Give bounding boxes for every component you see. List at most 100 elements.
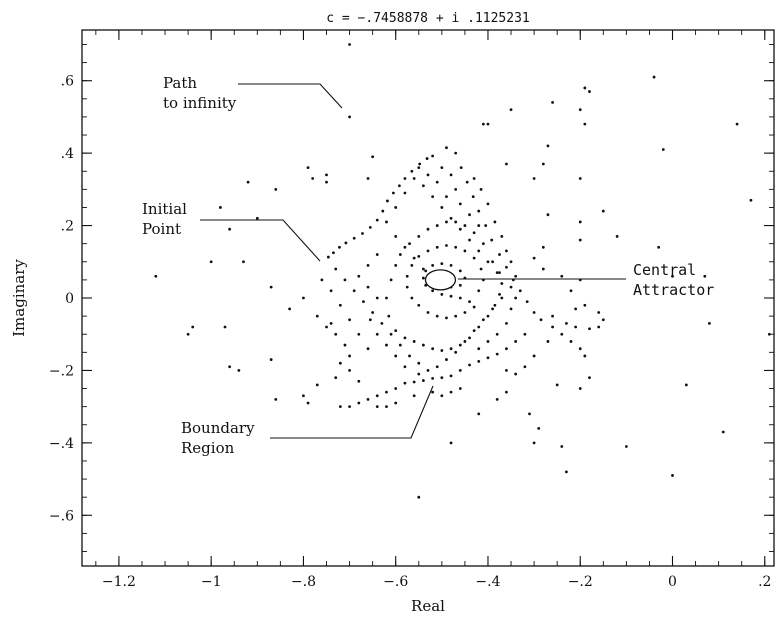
data-point xyxy=(458,369,462,372)
data-point xyxy=(588,327,591,331)
data-point xyxy=(477,359,481,363)
data-point xyxy=(532,256,536,260)
data-point xyxy=(454,187,458,191)
data-point xyxy=(255,216,259,220)
data-point xyxy=(532,311,536,314)
data-point xyxy=(498,292,501,296)
annotation-text: Path xyxy=(163,74,197,92)
data-point xyxy=(477,209,481,213)
data-point xyxy=(523,332,527,336)
data-point xyxy=(348,43,351,46)
data-point xyxy=(541,162,545,166)
data-point xyxy=(421,379,425,382)
data-point xyxy=(315,383,319,387)
data-point xyxy=(435,245,439,249)
data-point xyxy=(431,195,435,198)
y-tick-label: 0 xyxy=(65,291,74,307)
data-point xyxy=(493,220,497,224)
data-point xyxy=(505,265,508,269)
data-point xyxy=(381,209,385,213)
data-point xyxy=(431,390,435,394)
data-point xyxy=(601,209,605,213)
data-point xyxy=(334,332,338,336)
annotation-text: to infinity xyxy=(163,94,237,112)
data-point xyxy=(440,206,444,209)
data-point xyxy=(509,260,513,264)
data-point xyxy=(403,177,407,180)
data-point xyxy=(418,162,422,166)
data-point xyxy=(431,377,435,380)
data-point xyxy=(514,274,518,278)
data-point xyxy=(532,354,536,358)
data-point xyxy=(449,216,453,220)
annotation-text: Boundary xyxy=(181,419,255,437)
y-tick-label: −.6 xyxy=(49,508,74,524)
annotation-text: Central xyxy=(633,261,696,279)
data-point xyxy=(228,365,232,369)
data-point xyxy=(671,474,674,477)
data-point xyxy=(735,122,739,126)
data-point xyxy=(468,336,471,340)
data-point xyxy=(417,372,421,376)
data-point xyxy=(583,86,587,90)
data-point xyxy=(491,307,494,311)
data-point xyxy=(412,177,416,180)
data-point xyxy=(597,311,601,314)
data-point xyxy=(749,198,753,202)
data-point xyxy=(269,285,273,289)
data-point xyxy=(532,441,536,445)
data-point xyxy=(440,166,444,170)
data-point xyxy=(343,278,347,282)
data-point xyxy=(357,274,361,278)
data-point xyxy=(389,332,393,336)
data-point xyxy=(486,340,490,343)
data-point xyxy=(338,303,342,307)
data-point xyxy=(459,166,463,170)
x-tick-label: .2 xyxy=(758,574,771,590)
data-point xyxy=(541,245,545,249)
data-point xyxy=(463,224,467,227)
data-point xyxy=(246,180,250,184)
y-tick-label: −.4 xyxy=(49,436,74,452)
data-point xyxy=(412,380,416,384)
data-point xyxy=(560,274,564,278)
data-point xyxy=(458,202,462,206)
data-point xyxy=(348,405,351,409)
data-point xyxy=(458,296,462,300)
data-point xyxy=(445,244,448,247)
data-point xyxy=(338,405,342,409)
data-point xyxy=(505,369,508,372)
data-point xyxy=(454,151,458,155)
data-point xyxy=(154,274,158,278)
data-point xyxy=(344,241,348,245)
data-point xyxy=(408,242,411,246)
data-point xyxy=(366,398,370,401)
data-point xyxy=(329,321,333,325)
data-point xyxy=(375,405,379,409)
data-point xyxy=(371,311,375,314)
data-point xyxy=(578,238,582,242)
data-point xyxy=(449,347,453,351)
data-point xyxy=(490,238,494,242)
data-point xyxy=(425,157,429,160)
data-point xyxy=(458,387,462,390)
data-point xyxy=(338,361,342,365)
data-point xyxy=(458,283,462,287)
data-point xyxy=(518,289,522,293)
data-point xyxy=(445,220,448,224)
data-point xyxy=(541,267,545,271)
annotation-text: Point xyxy=(142,220,181,238)
data-point xyxy=(454,314,458,318)
data-point xyxy=(532,177,536,180)
data-point xyxy=(574,307,578,311)
data-point xyxy=(334,267,338,271)
data-point xyxy=(454,245,458,249)
data-point xyxy=(477,347,481,351)
data-point xyxy=(274,187,278,191)
data-point xyxy=(546,213,550,217)
data-point xyxy=(574,325,578,329)
data-point xyxy=(386,199,389,203)
annotation-layer: Path to infinity Initial Point Central Attrac… xyxy=(142,74,714,457)
data-point xyxy=(394,206,398,209)
data-point xyxy=(583,122,587,126)
